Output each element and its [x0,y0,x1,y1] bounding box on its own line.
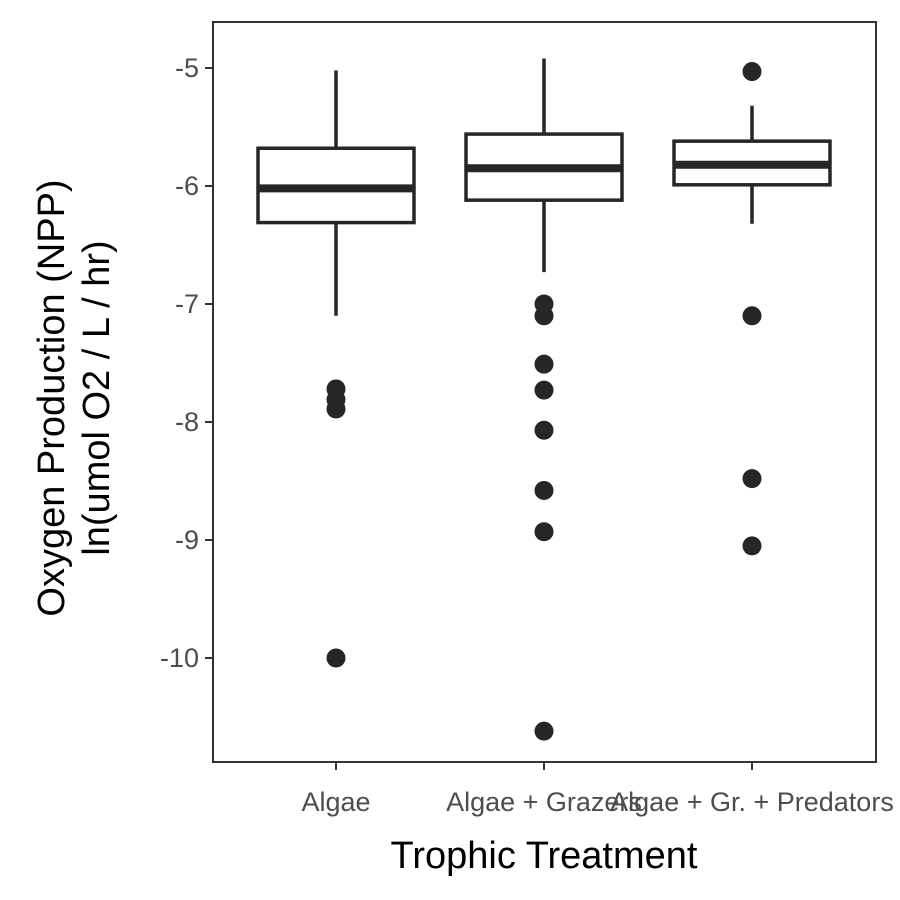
outlier-point [326,399,346,419]
y-axis-title-line2: ln(umol O2 / L / hr) [76,240,118,555]
outlier-point [742,306,762,326]
x-tick-label: Algae [301,787,370,817]
y-tick-label: -8 [175,407,199,437]
outlier-point [534,721,554,741]
y-tick-label: -5 [175,53,199,83]
y-axis: -10 -9 -8 -7 -6 -5 [160,53,213,673]
outlier-point [742,536,762,556]
outlier-point [534,480,554,500]
outlier-point [534,420,554,440]
y-tick-label: -7 [175,289,199,319]
x-axis-title: Trophic Treatment [391,835,698,877]
outlier-point [742,469,762,489]
outlier-point [326,648,346,668]
y-tick-label: -10 [160,643,199,673]
y-tick-label: -9 [175,525,199,555]
x-tick-label: Algae + Grazers [446,787,642,817]
outlier-point [534,522,554,542]
outlier-point [742,62,762,82]
boxes-layer [256,58,832,741]
outlier-point [534,354,554,374]
box-group [672,62,832,556]
outlier-point [534,306,554,326]
y-tick-label: -6 [175,171,199,201]
box-group [256,70,416,668]
box-group [464,58,624,741]
x-tick-label: Algae + Gr. + Predators [610,787,894,817]
outlier-point [534,380,554,400]
y-axis-title-line1: Oxygen Production (NPP) [31,179,73,616]
